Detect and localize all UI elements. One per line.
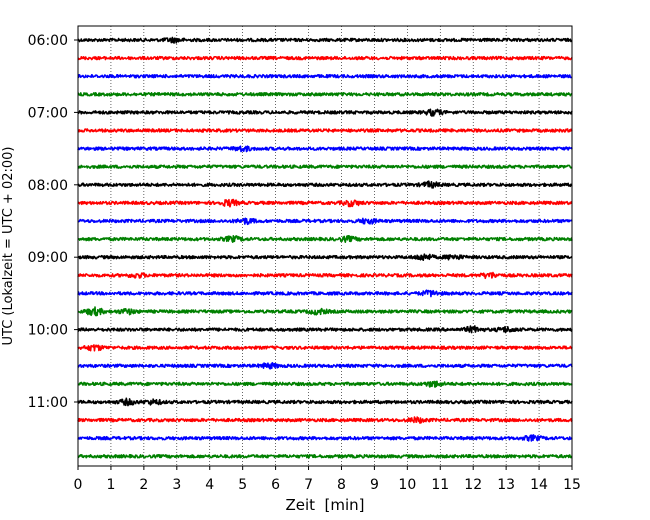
seismic-trace	[77, 253, 573, 262]
seismic-trace	[77, 36, 573, 44]
seismic-trace	[77, 92, 573, 97]
x-tick-label: 11	[431, 477, 449, 493]
seismic-traces	[77, 36, 573, 459]
x-tick-label: 9	[370, 477, 379, 493]
y-tick-label: 10:00	[28, 323, 68, 339]
seismic-trace	[77, 217, 573, 226]
y-tick-label: 09:00	[28, 250, 68, 266]
x-tick-label: 15	[563, 477, 581, 493]
x-tick-label: 13	[497, 477, 515, 493]
seismic-trace	[77, 128, 573, 133]
seismic-trace	[77, 198, 573, 208]
y-tick-label: 11:00	[28, 395, 68, 411]
y-axis-label: UTC (Lokalzeit = UTC + 02:00)	[1, 147, 16, 346]
seismic-trace	[77, 361, 573, 370]
seismic-trace	[77, 73, 573, 79]
seismic-trace	[77, 55, 573, 61]
y-tick-label: 06:00	[28, 33, 68, 49]
plot-frame	[77, 25, 573, 467]
seismic-trace	[77, 164, 573, 169]
x-tick-label: 1	[106, 477, 115, 493]
grid-lines	[110, 26, 540, 466]
x-axis-ticks: 0 1 2 3 4 5 6 7 8 9 10 11 12 13 14 15	[74, 466, 581, 493]
x-tick-label: 8	[337, 477, 346, 493]
seismic-trace	[77, 325, 573, 334]
x-tick-label: 3	[172, 477, 181, 493]
seismic-trace	[77, 180, 573, 189]
x-tick-label: 14	[530, 477, 548, 493]
x-tick-label: 4	[205, 477, 214, 493]
x-tick-label: 12	[464, 477, 482, 493]
seismic-trace	[77, 454, 573, 459]
seismic-trace	[77, 344, 573, 352]
seismic-trace	[77, 306, 573, 317]
x-tick-label: 10	[398, 477, 416, 493]
seismic-trace	[77, 108, 573, 117]
y-axis-ticks: 06:00 07:00 08:00 09:00 10:00 11:00	[28, 33, 78, 411]
x-tick-label: 6	[271, 477, 280, 493]
seismic-trace	[77, 434, 573, 442]
y-tick-label: 08:00	[28, 178, 68, 194]
x-axis-label: Zeit [min]	[285, 496, 364, 514]
x-tick-label: 2	[139, 477, 148, 493]
seismic-trace	[77, 289, 573, 298]
plot-background	[78, 26, 572, 466]
seismic-trace	[77, 145, 573, 153]
seismic-trace	[77, 380, 573, 388]
y-tick-label: 07:00	[28, 105, 68, 121]
seismic-trace	[77, 235, 573, 243]
x-tick-label: 7	[304, 477, 313, 493]
seismic-trace	[77, 397, 573, 407]
seismic-trace	[77, 271, 573, 280]
seismic-trace	[77, 416, 573, 424]
x-tick-label: 0	[74, 477, 83, 493]
x-tick-label: 5	[238, 477, 247, 493]
